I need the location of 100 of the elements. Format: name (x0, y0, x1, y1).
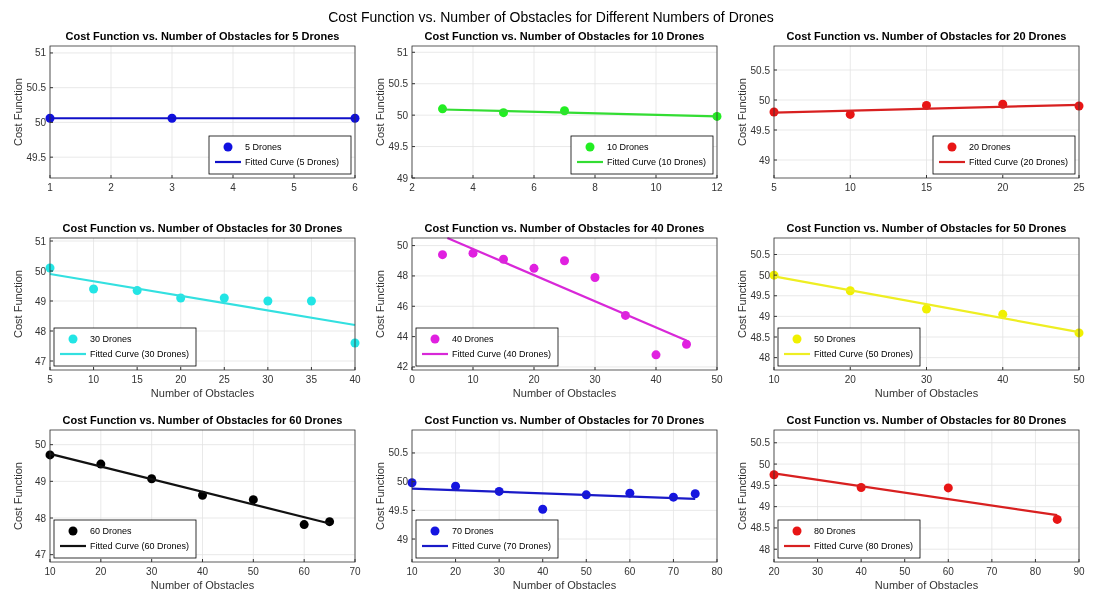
x-tick-label: 90 (1073, 566, 1085, 577)
point (560, 256, 569, 266)
y-tick-label: 50.5 (750, 249, 771, 260)
legend-label: 60 Drones (90, 526, 133, 536)
x-tick-label: 5 (771, 182, 778, 193)
x-tick-label: 70 (349, 566, 361, 577)
y-tick-label: 44 (396, 331, 409, 343)
y-axis-title: Cost Function (374, 78, 386, 146)
x-tick-label: 20 (528, 374, 540, 385)
y-tick-label: 51 (396, 46, 409, 58)
y-tick-label: 50 (758, 94, 771, 106)
chart-title: Cost Function vs. Number of Obstacles for 5 Drones (65, 30, 340, 42)
legend-label: 10 Drones (607, 142, 650, 152)
legend-label: Fitted Curve (5 Drones) (245, 157, 340, 167)
y-axis-title: Cost Function (736, 78, 748, 146)
x-tick-label: 15 (131, 374, 144, 385)
x-tick-label: 25 (218, 374, 231, 385)
x-tick-label: 10 (44, 566, 56, 577)
x-tick-label: 35 (305, 374, 318, 385)
y-tick-label: 50 (34, 116, 47, 128)
y-tick-label: 49.5 (750, 479, 771, 491)
x-tick-label: 10 (650, 182, 662, 193)
x-tick-label: 20 (450, 566, 462, 577)
y-tick-label: 50 (34, 439, 47, 451)
x-tick-label: 70 (986, 566, 998, 577)
y-tick-label: 48 (396, 270, 409, 282)
point (682, 339, 691, 349)
chart-title: Cost Function vs. Number of Obstacles for 50 Drones (786, 222, 1067, 234)
x-tick-label: 40 (997, 374, 1009, 385)
chart-title: Cost Function vs. Number of Obstacles for 40 Drones (424, 222, 705, 234)
x-tick-label: 10 (768, 374, 780, 385)
y-axis-title: Cost Function (374, 270, 386, 338)
y-tick-label: 47 (34, 549, 47, 561)
y-tick-label: 48 (34, 512, 47, 524)
x-axis-title: Number of Obstacles (874, 387, 979, 399)
chart-title: Cost Function vs. Number of Obstacles for 60 Drones (62, 414, 343, 426)
x-tick-label: 40 (650, 374, 662, 385)
x-tick-label: 30 (146, 566, 158, 577)
legend-label: 40 Drones (452, 334, 495, 344)
x-axis-title: Number of Obstacles (874, 579, 979, 591)
point (299, 520, 309, 530)
x-tick-label: 30 (812, 566, 824, 577)
x-axis-title: Number of Obstacles (150, 387, 255, 399)
legend-label: Fitted Curve (40 Drones) (452, 349, 552, 359)
y-tick-label: 50 (34, 265, 47, 277)
point (1052, 514, 1062, 524)
y-tick-label: 50 (396, 109, 409, 121)
y-tick-label: 50.5 (750, 64, 771, 76)
x-axis-title: Number of Obstacles (512, 387, 617, 399)
legend-label: Fitted Curve (20 Drones) (969, 157, 1069, 167)
legend-label: Fitted Curve (80 Drones) (814, 541, 914, 551)
y-tick-label: 50 (396, 240, 409, 252)
x-tick-label: 60 (942, 566, 955, 577)
y-tick-label: 49.5 (750, 290, 771, 302)
x-tick-label: 1 (47, 182, 54, 193)
x-tick-label: 50 (711, 374, 723, 385)
x-tick-label: 6 (531, 182, 538, 193)
x-tick-label: 50 (1073, 374, 1085, 385)
x-tick-label: 5 (291, 182, 298, 193)
x-tick-label: 20 (95, 566, 107, 577)
y-tick-label: 50.5 (26, 82, 47, 94)
point (89, 284, 99, 294)
x-tick-label: 40 (196, 566, 209, 577)
x-tick-label: 5 (47, 374, 54, 385)
point (590, 272, 600, 282)
y-tick-label: 42 (396, 361, 409, 373)
point (219, 293, 229, 303)
x-tick-label: 3 (169, 182, 176, 193)
y-tick-label: 51 (34, 235, 47, 247)
x-tick-label: 60 (624, 566, 636, 577)
y-tick-label: 49 (758, 154, 771, 166)
x-tick-label: 40 (349, 374, 361, 385)
x-tick-label: 2 (409, 182, 416, 193)
y-tick-label: 50 (396, 476, 409, 488)
legend-label: Fitted Curve (50 Drones) (814, 349, 914, 359)
y-tick-label: 49.5 (26, 151, 47, 163)
x-tick-label: 10 (844, 182, 857, 193)
legend-label: Fitted Curve (60 Drones) (90, 541, 190, 551)
y-tick-label: 49 (34, 475, 47, 487)
y-axis-title: Cost Function (736, 462, 748, 530)
legend-label: Fitted Curve (30 Drones) (90, 349, 190, 359)
y-tick-label: 50.5 (750, 437, 771, 449)
y-axis-title: Cost Function (12, 462, 24, 530)
chart-title: Cost Function vs. Number of Obstacles for 30 Drones (62, 222, 343, 234)
x-tick-label: 20 (768, 566, 780, 577)
y-tick-label: 49 (758, 310, 771, 322)
x-tick-label: 10 (406, 566, 418, 577)
y-tick-label: 50.5 (388, 447, 409, 459)
x-tick-label: 8 (592, 182, 599, 193)
y-tick-label: 50 (758, 458, 771, 470)
y-tick-label: 49.5 (750, 124, 771, 136)
y-tick-label: 49.5 (388, 141, 409, 153)
point (529, 263, 539, 273)
y-tick-label: 49.5 (388, 504, 409, 516)
x-tick-label: 10 (467, 374, 479, 385)
x-tick-label: 30 (589, 374, 601, 385)
x-tick-label: 4 (470, 182, 477, 193)
chart-title: Cost Function vs. Number of Obstacles for 70 Drones (424, 414, 705, 426)
x-tick-label: 80 (1029, 566, 1042, 577)
y-tick-label: 48 (34, 325, 47, 337)
